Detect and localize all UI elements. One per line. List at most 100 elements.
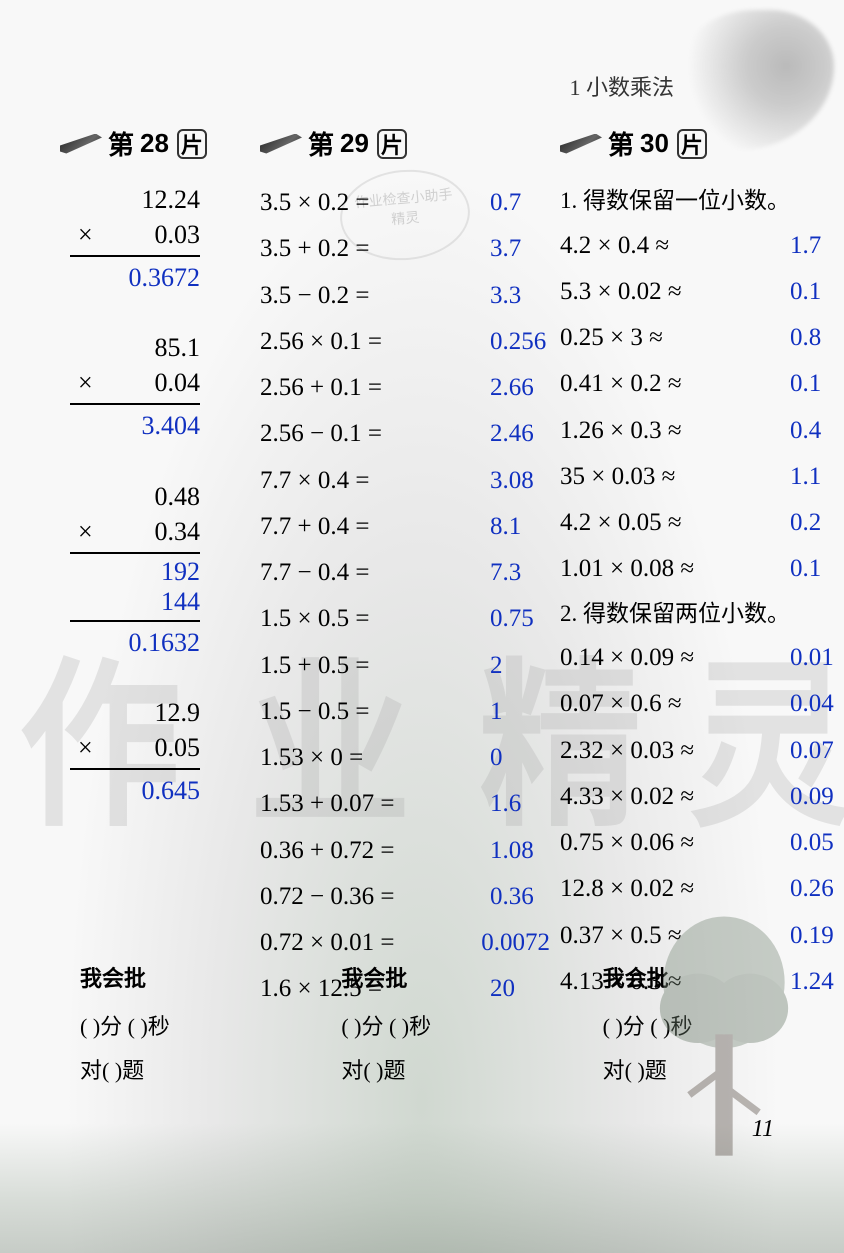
expression: 4.2 × 0.05 ≈	[560, 500, 790, 546]
equation-row: 4.33 × 0.02 ≈0.09	[560, 774, 844, 820]
equation-row: 1.53 + 0.07 =1.6	[260, 781, 550, 827]
answer: 0.1	[790, 546, 844, 592]
answer: 0.26	[790, 866, 844, 912]
expression: 35 × 0.03 ≈	[560, 454, 790, 500]
pen-icon	[260, 134, 302, 154]
expression: 3.5 × 0.2 =	[260, 180, 490, 226]
card-prefix: 第	[108, 125, 134, 162]
grade-title: 我会批	[341, 957, 552, 1001]
grade-time: ( )分 ( )秒	[80, 1005, 291, 1049]
answer: 0.8	[790, 315, 844, 361]
answer: 8.1	[490, 504, 550, 550]
card-number: 28	[140, 128, 169, 159]
expression: 1.5 − 0.5 =	[260, 689, 490, 735]
vertical-mult-problem: 85.1×0.043.404	[70, 330, 200, 443]
equation-row: 35 × 0.03 ≈1.1	[560, 454, 844, 500]
content-area: 第 28 片 12.24×0.030.367285.1×0.043.4040.4…	[60, 125, 824, 1013]
equation-row: 5.3 × 0.02 ≈0.1	[560, 269, 844, 315]
product-answer: 0.645	[70, 773, 200, 808]
equation-row: 0.25 × 3 ≈0.8	[560, 315, 844, 361]
expression: 7.7 − 0.4 =	[260, 550, 490, 596]
equation-row: 1.5 + 0.5 =2	[260, 643, 550, 689]
expression: 2.56 − 0.1 =	[260, 411, 490, 457]
answer: 1.7	[790, 223, 844, 269]
equation-row: 1.26 × 0.3 ≈0.4	[560, 408, 844, 454]
answer: 3.08	[490, 458, 550, 504]
page-number: 11	[752, 1116, 774, 1143]
grade-col-29: 我会批 ( )分 ( )秒 对( )题	[341, 957, 552, 1093]
chapter-title: 1 小数乘法	[569, 70, 674, 102]
grade-correct: 对( )题	[341, 1049, 552, 1093]
expression: 0.14 × 0.09 ≈	[560, 635, 790, 681]
grade-correct: 对( )题	[80, 1049, 291, 1093]
equation-row: 1.5 × 0.5 =0.75	[260, 596, 550, 642]
grade-time: ( )分 ( )秒	[341, 1005, 552, 1049]
column-30: 第 30 片 1. 得数保留一位小数。 4.2 × 0.4 ≈1.75.3 × …	[560, 125, 844, 1013]
expression: 4.2 × 0.4 ≈	[560, 223, 790, 269]
expression: 0.75 × 0.06 ≈	[560, 820, 790, 866]
answer: 7.3	[490, 550, 550, 596]
vertical-mult-problem: 12.24×0.030.3672	[70, 182, 200, 295]
partial-product: 192	[70, 557, 200, 587]
answer: 0.1	[790, 361, 844, 407]
answer: 1.08	[490, 828, 550, 874]
answer: 0.256	[490, 319, 550, 365]
card-number: 29	[340, 128, 369, 159]
equation-row: 0.72 − 0.36 =0.36	[260, 874, 550, 920]
answer: 2.46	[490, 411, 550, 457]
equation-row: 3.5 + 0.2 =3.7	[260, 226, 550, 272]
equation-row: 0.41 × 0.2 ≈0.1	[560, 361, 844, 407]
card-29-header: 第 29 片	[260, 125, 550, 162]
answer: 2	[490, 643, 550, 689]
rule-line	[70, 255, 200, 257]
card-30-header: 第 30 片	[560, 125, 844, 162]
expression: 1.5 × 0.5 =	[260, 596, 490, 642]
expression: 3.5 + 0.2 =	[260, 226, 490, 272]
vertical-mult-problem: 12.9×0.050.645	[70, 695, 200, 808]
card-unit: 片	[677, 129, 707, 159]
equation-row: 0.75 × 0.06 ≈0.05	[560, 820, 844, 866]
answer: 2.66	[490, 365, 550, 411]
answer: 3.7	[490, 226, 550, 272]
product-answer: 3.404	[70, 408, 200, 443]
rule-line	[70, 620, 200, 622]
expression: 0.07 × 0.6 ≈	[560, 681, 790, 727]
expression: 0.25 × 3 ≈	[560, 315, 790, 361]
tree-decor-icon	[634, 913, 814, 1173]
grade-title: 我会批	[80, 957, 291, 1001]
column-29: 第 29 片 3.5 × 0.2 =0.73.5 + 0.2 =3.73.5 −…	[260, 125, 550, 1013]
partial-product: 144	[70, 587, 200, 617]
pen-icon	[60, 134, 102, 154]
equation-row: 12.8 × 0.02 ≈0.26	[560, 866, 844, 912]
answer: 0.75	[490, 596, 550, 642]
answer: 0.05	[790, 820, 844, 866]
equation-row: 0.07 × 0.6 ≈0.04	[560, 681, 844, 727]
equation-row: 1.01 × 0.08 ≈0.1	[560, 546, 844, 592]
instruction-1: 1. 得数保留一位小数。	[560, 180, 844, 223]
card-unit: 片	[177, 129, 207, 159]
multiplier-row: ×0.04	[70, 365, 200, 400]
equation-row: 7.7 × 0.4 =3.08	[260, 458, 550, 504]
answer: 0.7	[490, 180, 550, 226]
answer: 0	[490, 735, 550, 781]
equation-row: 4.2 × 0.05 ≈0.2	[560, 500, 844, 546]
equation-row: 3.5 × 0.2 =0.7	[260, 180, 550, 226]
equation-row: 1.5 − 0.5 =1	[260, 689, 550, 735]
multiplier-row: ×0.34	[70, 514, 200, 549]
card-prefix: 第	[608, 125, 634, 162]
equation-row: 4.2 × 0.4 ≈1.7	[560, 223, 844, 269]
equation-row: 7.7 + 0.4 =8.1	[260, 504, 550, 550]
answer: 3.3	[490, 273, 550, 319]
rule-line	[70, 403, 200, 405]
expression: 0.36 + 0.72 =	[260, 828, 490, 874]
expression: 0.41 × 0.2 ≈	[560, 361, 790, 407]
answer: 0.07	[790, 728, 844, 774]
multiplier-row: ×0.05	[70, 730, 200, 765]
product-answer: 0.1632	[70, 625, 200, 660]
expression: 7.7 × 0.4 =	[260, 458, 490, 504]
answer: 1	[490, 689, 550, 735]
equation-row: 2.56 − 0.1 =2.46	[260, 411, 550, 457]
equation-row: 2.32 × 0.03 ≈0.07	[560, 728, 844, 774]
equation-row: 2.56 × 0.1 =0.256	[260, 319, 550, 365]
answer: 0.04	[790, 681, 844, 727]
